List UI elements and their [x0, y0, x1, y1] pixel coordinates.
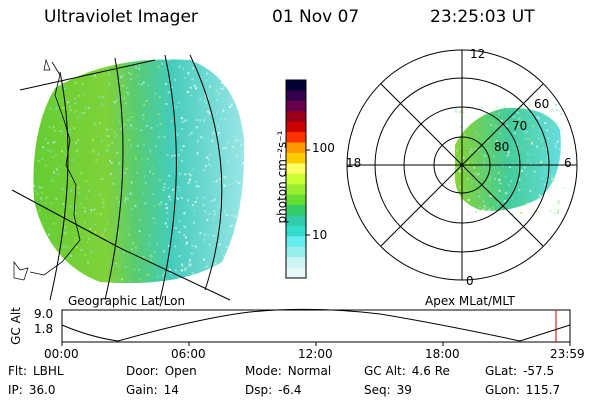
polar-plot — [346, 49, 578, 281]
info-door: Door: Open — [126, 364, 197, 378]
colorbar — [285, 79, 310, 279]
coastline — [29, 61, 81, 276]
info-mode: Mode: Normal — [245, 364, 332, 378]
mlat-label-70: 70 — [512, 119, 528, 133]
mlt-label-18: 18 — [346, 156, 362, 170]
colorbar-swatch — [286, 111, 306, 123]
colorbar-frame — [285, 79, 307, 279]
mlt-label-12: 12 — [470, 47, 486, 61]
colorbar-swatch — [286, 215, 306, 227]
mlat-label-80: 80 — [494, 140, 510, 154]
colorbar-swatch — [286, 257, 306, 269]
info-flt: Flt: LBHL — [8, 364, 64, 378]
time-label: 23:25:03 UT — [430, 7, 535, 27]
colorbar-swatch — [286, 80, 306, 92]
colorbar-swatch — [286, 90, 306, 102]
colorbar-swatch — [286, 100, 306, 112]
altitude-xtick-1800: 18:00 — [425, 347, 460, 361]
geo-grid — [11, 54, 231, 301]
colorbar-swatch — [286, 225, 306, 237]
mlt-label-0: 0 — [466, 274, 474, 288]
colorbar-swatch — [286, 236, 306, 248]
colorbar-swatch — [286, 152, 306, 164]
colorbar-swatch — [286, 205, 306, 217]
altitude-xtick-0000: 00:00 — [44, 347, 79, 361]
app-title: Ultraviolet Imager — [44, 7, 198, 27]
info-glon: GLon: 115.7 — [485, 383, 561, 397]
colorbar-unit-label: photon cm⁻²s⁻¹ — [275, 130, 289, 224]
colorbar-swatch — [286, 184, 306, 196]
info-gain: Gain: 14 — [126, 383, 179, 397]
altitude-ytick-1-8: 1.8 — [34, 322, 54, 336]
colorbar-tick-10: 10 — [312, 228, 328, 242]
colorbar-swatch — [286, 121, 306, 133]
altitude-ylabel: GC Alt — [9, 307, 23, 345]
colorbar-tick-100: 100 — [312, 141, 335, 155]
colorbar-swatch — [286, 246, 306, 258]
altitude-xtick-2359: 23:59 — [550, 347, 585, 361]
info-dsp: Dsp: -6.4 — [245, 383, 302, 397]
geographic-image — [11, 54, 245, 301]
info-glat: GLat: -57.5 — [485, 364, 555, 378]
colorbar-swatch — [286, 163, 306, 175]
info-ip: IP: 36.0 — [8, 383, 56, 397]
mlat-label-60: 60 — [534, 97, 550, 111]
altitude-curve — [61, 308, 571, 342]
date-label: 01 Nov 07 — [272, 7, 360, 27]
altitude-plot — [61, 308, 571, 346]
info-gc-alt: GC Alt: 4.6 Re — [364, 364, 450, 378]
altitude-xtick-0600: 06:00 — [171, 347, 206, 361]
colorbar-swatch — [286, 194, 306, 206]
mlt-label-6: 6 — [564, 156, 572, 170]
info-seq: Seq: 39 — [364, 383, 412, 397]
left-panel-caption: Geographic Lat/Lon — [68, 294, 186, 308]
colorbar-swatch — [286, 173, 306, 185]
altitude-ytick-9: 9.0 — [34, 307, 54, 321]
colorbar-swatch — [286, 142, 306, 154]
colorbar-swatch — [286, 267, 306, 279]
colorbar-swatch — [286, 132, 306, 144]
right-panel-caption: Apex MLat/MLT — [425, 294, 515, 308]
altitude-xtick-1200: 12:00 — [298, 347, 333, 361]
